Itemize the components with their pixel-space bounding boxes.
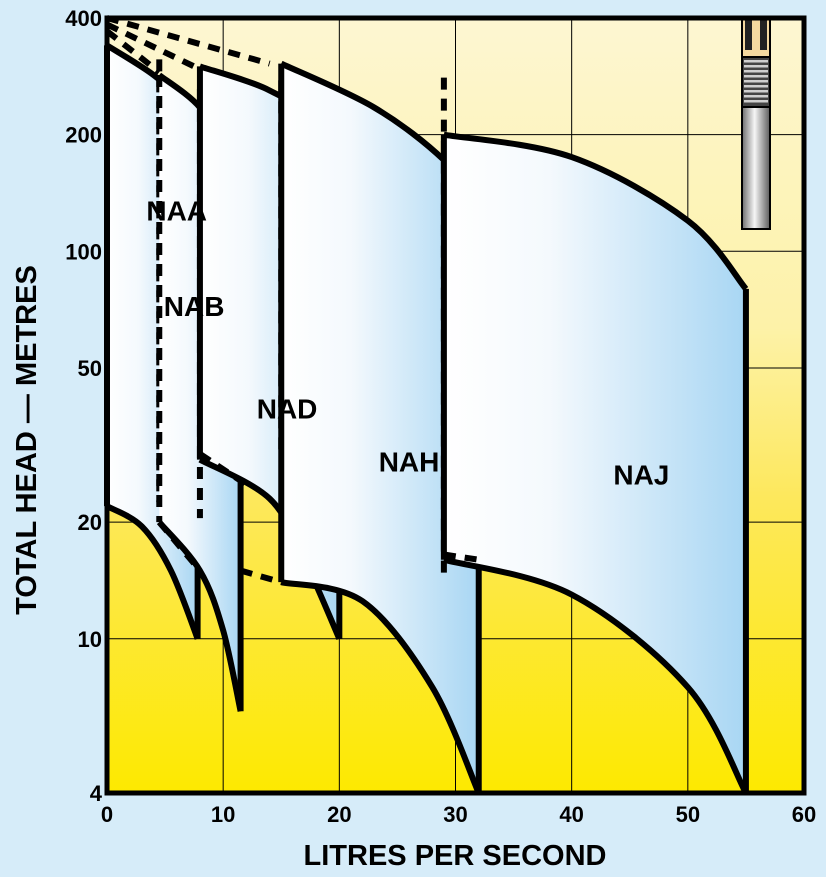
region-label-naa: NAA [146,196,207,227]
pump-intake-slot [744,70,768,73]
y-tick-label: 50 [78,356,102,381]
x-tick-label: 20 [327,802,351,827]
y-tick-labels: 4 10 20 50 100 200 400 [65,6,102,806]
dashed-extension-line [105,28,162,75]
dashed-extension-line [239,567,283,586]
region-label-nab: NAB [164,291,225,322]
pump-intake-slot [744,95,768,98]
dashed-extension-line [105,21,202,72]
pump-cable [745,18,752,50]
y-tick-label: 200 [65,123,102,148]
pump-regions [104,42,749,795]
pump-intake-slot [744,75,768,78]
pump-cable [760,18,767,50]
region-nah [281,63,479,794]
x-tick-labels: 0 10 20 30 40 50 60 [101,802,816,827]
y-tick-label: 100 [65,239,102,264]
y-tick-label: 10 [78,627,102,652]
x-tick-label: 0 [101,802,113,827]
dashed-extension-line [443,551,480,563]
x-tick-label: 10 [211,802,235,827]
x-tick-label: 40 [559,802,583,827]
dashed-extension-line [198,451,249,488]
dashed-extension-line [156,520,203,573]
pump-motor [741,106,771,230]
pump-intake-slot [744,85,768,88]
submersible-pump-image [741,18,771,230]
y-tick-label: 20 [78,510,102,535]
region-label-nad: NAD [257,394,318,425]
x-axis-title: LITRES PER SECOND [304,840,607,872]
pump-intake-slot [744,100,768,103]
region-bottom-curve [280,579,482,795]
pump-intake-slot [744,65,768,68]
pump-intake-slot [744,80,768,83]
dashed-extensions [105,15,480,586]
plot-frame [104,15,807,796]
region-label-naj: NAJ [613,460,669,491]
pump-intake-slot [744,90,768,93]
pump-intake-slot [744,60,768,63]
x-tick-label: 30 [443,802,467,827]
region-top-curve [443,131,749,291]
region-labels: NAA NAB NAD NAH NAJ [146,196,669,491]
y-tick-label: 4 [90,781,103,806]
region-bottom-curve [443,556,749,795]
x-tick-label: 50 [676,802,700,827]
region-naj [443,134,746,794]
region-bottom-curve [105,503,201,640]
dashed-extension-line [106,15,271,67]
y-axis-title: TOTAL HEAD — METRES [11,265,43,615]
y-tick-label: 400 [65,6,102,31]
region-label-nah: NAH [379,447,440,478]
x-tick-label: 60 [792,802,816,827]
